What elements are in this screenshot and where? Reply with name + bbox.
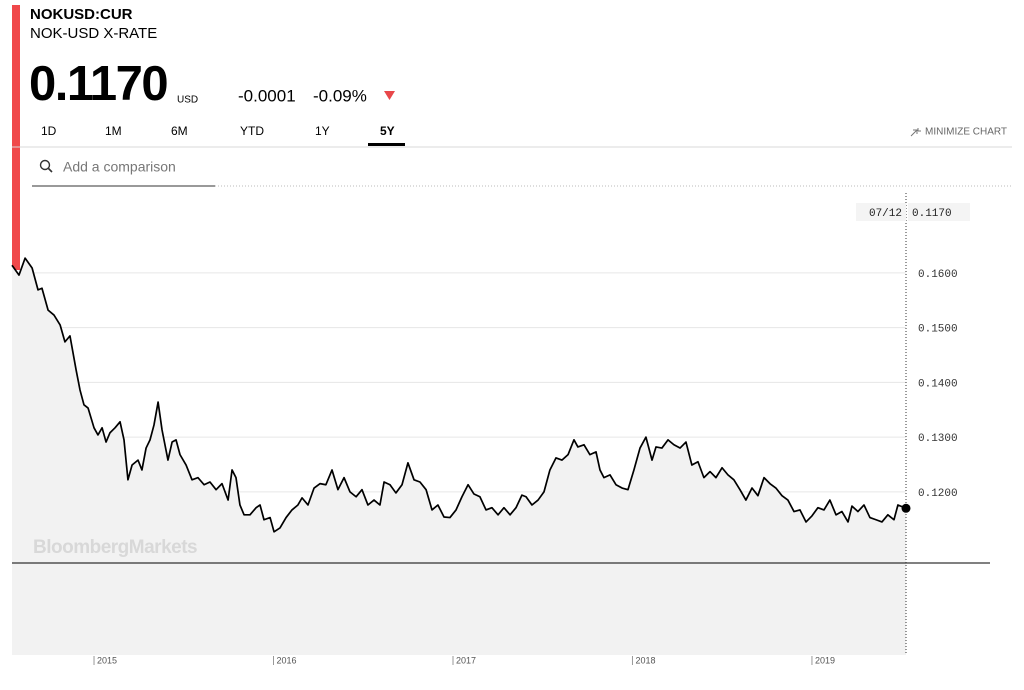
search-icon <box>39 159 51 171</box>
minimize-icon <box>910 128 921 137</box>
y-tick-label: 0.1300 <box>918 433 958 445</box>
range-tabs: 1D 1M 6M YTD 1Y 5Y <box>41 124 405 146</box>
x-tick-label: 2015 <box>97 655 117 665</box>
ticker: NOKUSD:CUR <box>30 6 133 23</box>
y-tick-label: 0.1400 <box>918 378 958 390</box>
comparison-search[interactable]: Add a comparison <box>32 159 215 187</box>
range-tab[interactable]: YTD <box>240 124 264 138</box>
x-tick-label: 2018 <box>635 655 655 665</box>
x-tick-label: 2016 <box>277 655 297 665</box>
last-value: 0.1170 <box>912 208 952 220</box>
watermark: BloombergMarkets <box>33 537 197 558</box>
last-date-box <box>856 203 906 221</box>
price-line <box>11 257 907 533</box>
x-tick-label: 2017 <box>456 655 476 665</box>
y-tick-label: 0.1500 <box>918 324 958 336</box>
range-tab[interactable]: 5Y <box>380 124 395 138</box>
last-value-box <box>908 203 970 221</box>
last-date: 07/12 <box>869 208 902 220</box>
active-tab-underline <box>368 143 405 146</box>
area-fill <box>12 258 906 655</box>
price: 0.1170 <box>29 57 167 111</box>
price-chart: 0.1200 0.1300 0.1400 0.1500 0.1600 2015 2016 20… <box>11 193 990 665</box>
side-bar <box>12 5 20 270</box>
last-point <box>901 503 911 513</box>
range-tab[interactable]: 6M <box>171 124 188 138</box>
currency: USD <box>177 95 198 106</box>
range-tab[interactable]: 1M <box>105 124 122 138</box>
down-arrow <box>384 91 395 100</box>
y-tick-label: 0.1600 <box>918 269 958 281</box>
change: -0.0001 <box>238 86 296 105</box>
minimize-button[interactable]: MINIMIZE CHART <box>910 127 1007 138</box>
range-tab[interactable]: 1D <box>41 124 57 138</box>
search-placeholder[interactable]: Add a comparison <box>63 159 176 175</box>
instrument-name: NOK-USD X-RATE <box>30 25 157 42</box>
x-tick-label: 2019 <box>815 655 835 665</box>
minimize-label[interactable]: MINIMIZE CHART <box>925 127 1007 138</box>
search-icon-handle <box>47 167 53 173</box>
y-tick-label: 0.1200 <box>918 488 958 500</box>
range-tab[interactable]: 1Y <box>315 124 330 138</box>
change-pct: -0.09% <box>313 86 367 105</box>
